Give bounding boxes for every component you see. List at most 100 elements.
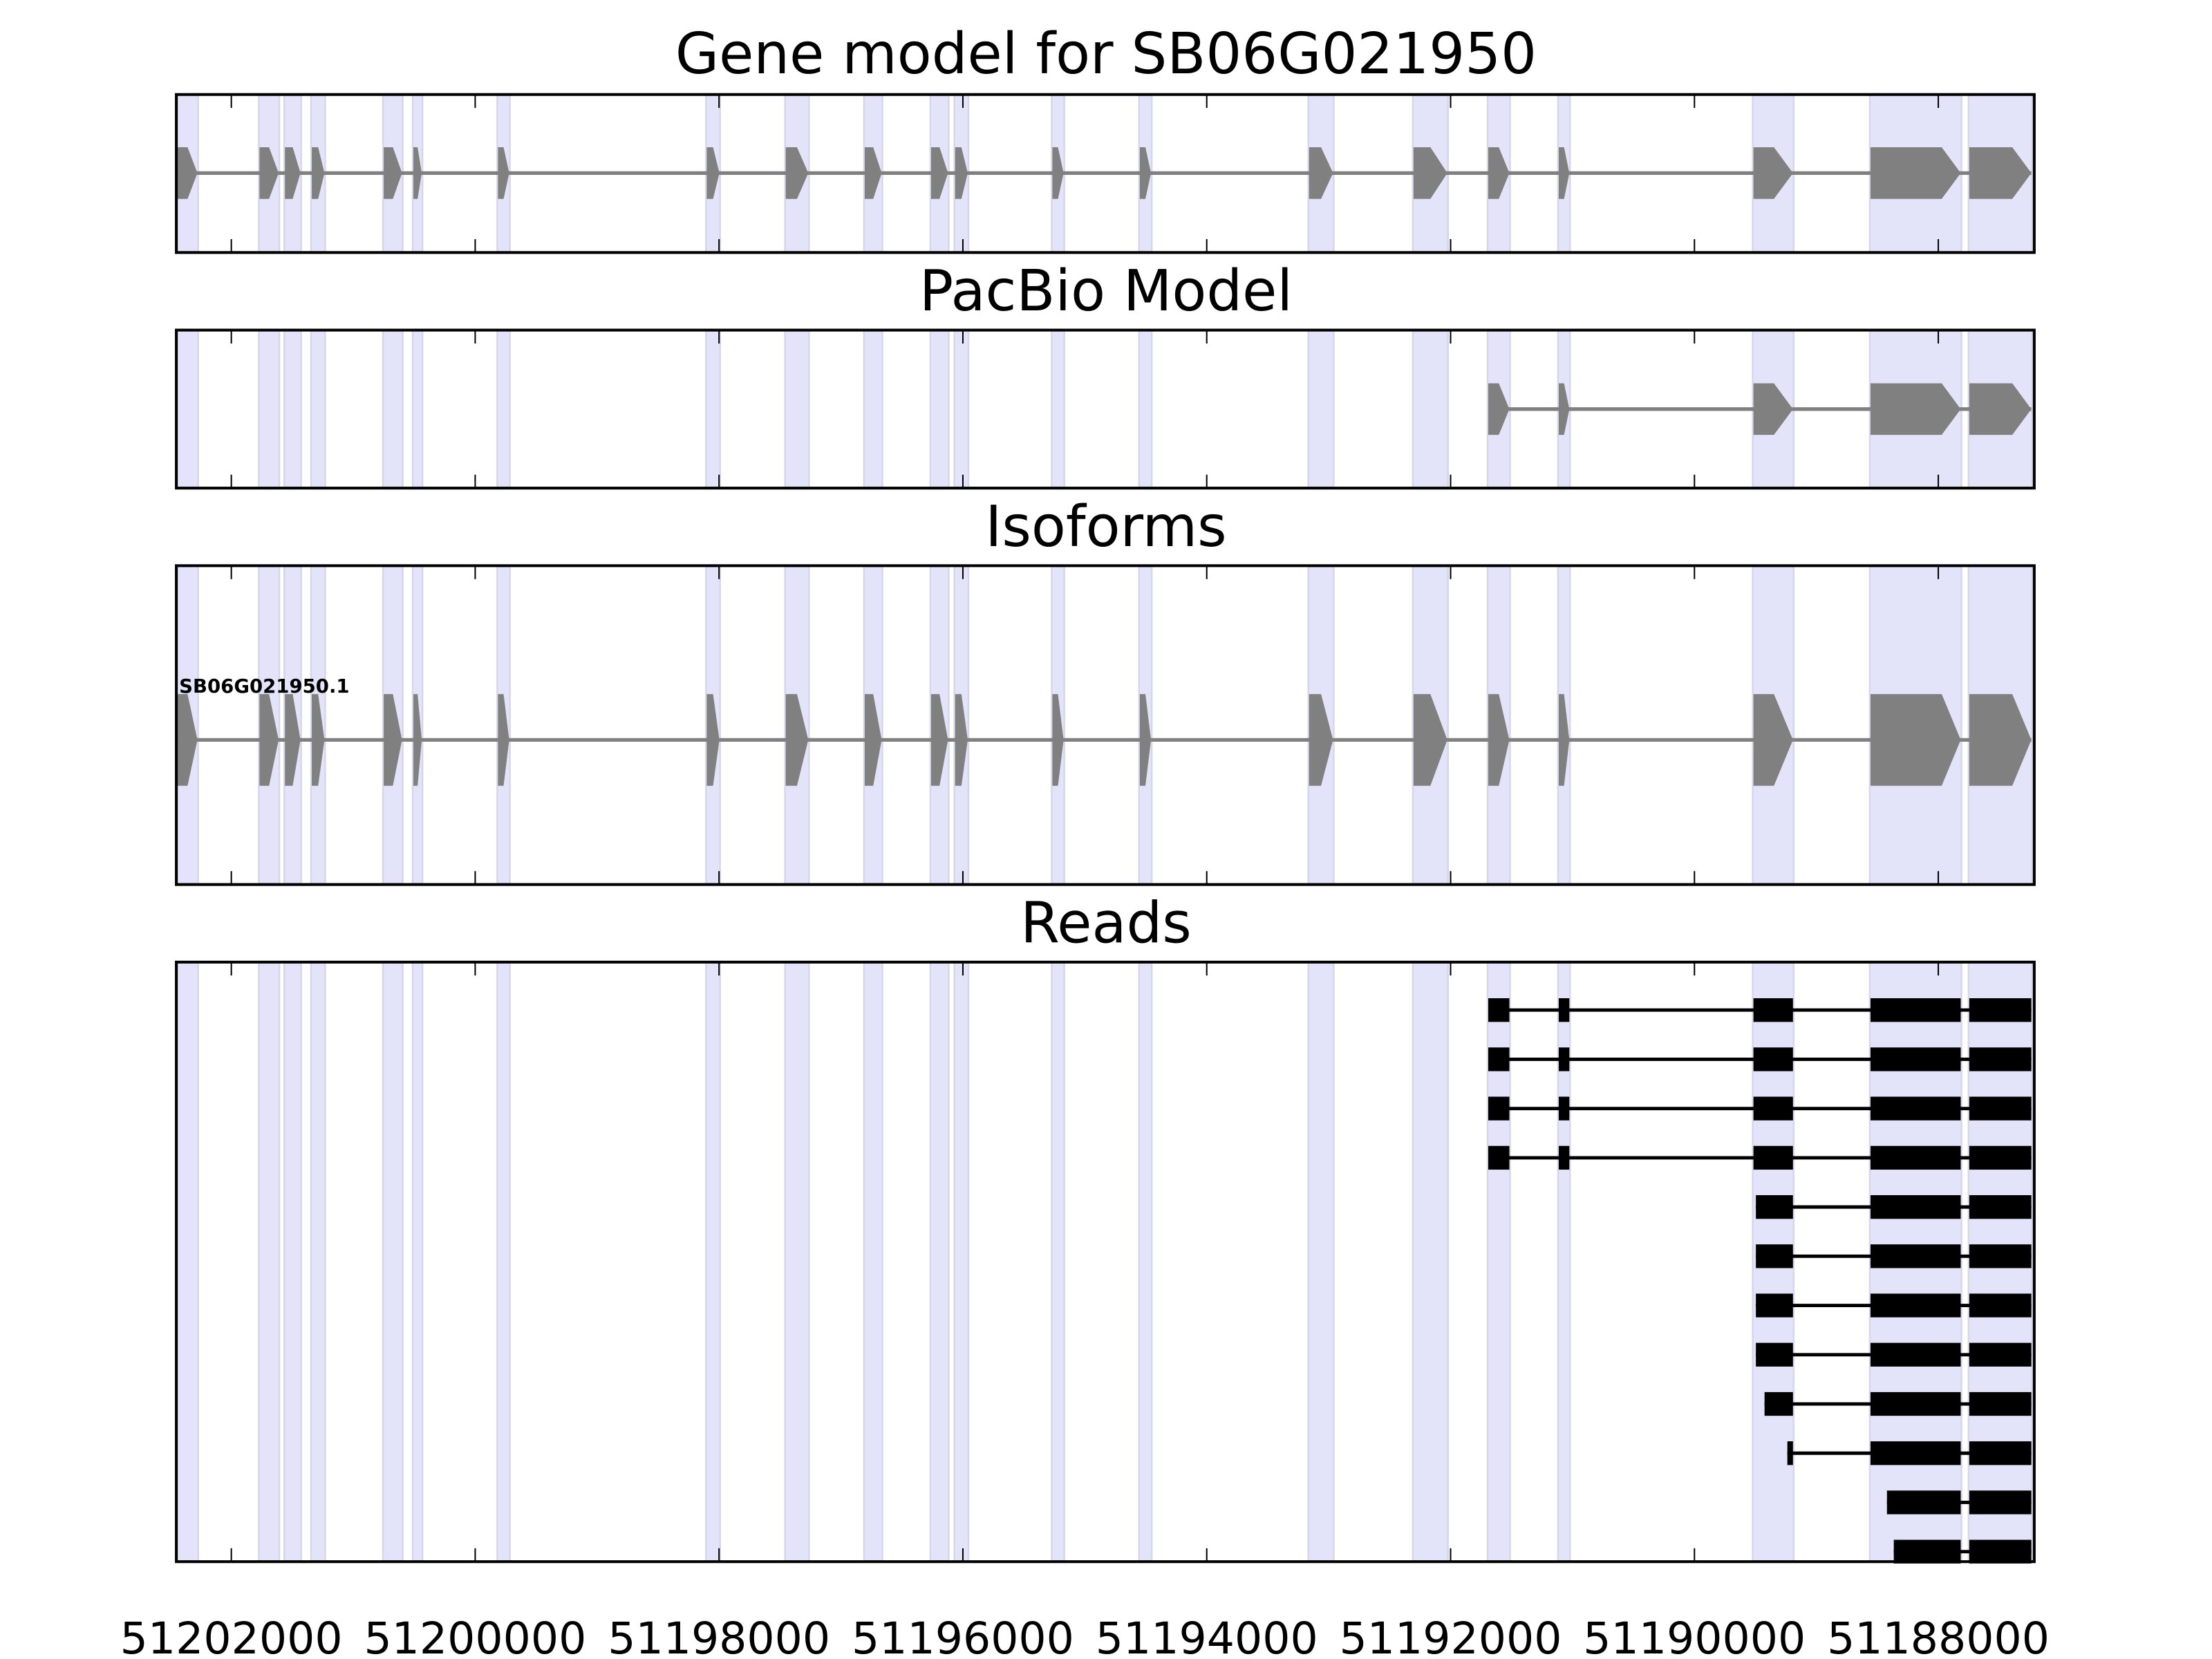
highlight-band	[1307, 329, 1335, 489]
highlight-band	[411, 329, 424, 489]
read-6	[1756, 1293, 2032, 1318]
read-block	[1870, 998, 1961, 1022]
highlight-band	[411, 961, 424, 1563]
exon	[785, 147, 809, 199]
read-block	[1488, 1047, 1510, 1071]
read-block	[1753, 1145, 1793, 1170]
read-2	[1488, 1096, 2032, 1121]
highlight-band	[863, 329, 883, 489]
read-block	[1969, 1539, 2032, 1564]
panel-title-reads: Reads	[1020, 890, 1192, 956]
exon	[384, 147, 402, 199]
read-block	[1870, 1441, 1961, 1465]
exon	[1052, 694, 1064, 786]
read-block	[1753, 998, 1793, 1022]
exon	[1753, 147, 1793, 199]
exon	[955, 694, 968, 786]
read-block	[1764, 1391, 1793, 1416]
exon	[1969, 147, 2032, 199]
read-5	[1756, 1244, 2032, 1268]
read-block	[1969, 1342, 2032, 1367]
read-block	[1969, 1490, 2032, 1515]
exon	[1309, 147, 1333, 199]
exon	[498, 147, 509, 199]
exon	[930, 147, 948, 199]
highlight-band	[953, 961, 970, 1563]
exon	[259, 694, 279, 786]
panel-1	[175, 328, 2036, 490]
isoform-label: SB06G021950.1	[179, 675, 349, 697]
read-block	[1558, 1047, 1570, 1071]
read-4	[1756, 1194, 2032, 1219]
x-tick-label: 51196000	[852, 1613, 1074, 1659]
read-block	[1870, 1293, 1961, 1318]
highlight-band	[784, 961, 810, 1563]
highlight-band	[863, 961, 883, 1563]
x-tick-label: 51194000	[1096, 1613, 1318, 1659]
read-block	[1558, 1096, 1570, 1121]
read-block	[1969, 998, 2032, 1022]
exon	[384, 694, 402, 786]
read-block	[1558, 1145, 1570, 1170]
exon	[1558, 694, 1570, 786]
read-block	[1969, 1194, 2032, 1219]
read-block	[1870, 1244, 1961, 1268]
highlight-band	[1412, 961, 1449, 1563]
exon	[1488, 383, 1510, 435]
exon	[1969, 383, 2032, 435]
x-tick-label: 51200000	[364, 1613, 586, 1659]
highlight-band	[382, 961, 404, 1563]
highlight-band	[176, 329, 199, 489]
x-tick-label: 51190000	[1583, 1613, 1806, 1659]
highlight-band	[1412, 329, 1449, 489]
x-tick-labels: 51202000 51200000 51198000 51196000 51194000…	[120, 1613, 2050, 1659]
x-tick-label: 51192000	[1340, 1613, 1562, 1659]
exon	[1488, 147, 1510, 199]
panel-3	[175, 960, 2036, 1564]
exon	[1139, 694, 1152, 786]
panel-title-gene-model: Gene model for SB06G021950	[675, 21, 1537, 87]
exon	[1870, 383, 1961, 435]
read-block	[1969, 1293, 2032, 1318]
read-block	[1969, 1145, 2032, 1170]
highlight-band	[1138, 961, 1153, 1563]
read-block	[1787, 1441, 1793, 1465]
highlight-band	[382, 329, 404, 489]
read-block	[1969, 1391, 2032, 1416]
panel-frame	[175, 960, 2036, 1564]
read-block	[1870, 1096, 1961, 1121]
highlight-band	[310, 961, 326, 1563]
exon	[1052, 147, 1064, 199]
read-block	[1969, 1441, 2032, 1465]
exon	[955, 147, 968, 199]
read-block	[1488, 998, 1510, 1022]
exon	[1309, 694, 1333, 786]
exon	[706, 694, 720, 786]
exon	[285, 694, 301, 786]
highlight-band	[496, 329, 511, 489]
highlight-band	[705, 961, 721, 1563]
exon	[785, 694, 809, 786]
read-block	[1753, 1096, 1793, 1121]
highlight-band	[929, 329, 950, 489]
read-block	[1969, 1096, 2032, 1121]
exon	[1558, 383, 1570, 435]
read-block	[1756, 1194, 1793, 1219]
exon	[312, 694, 325, 786]
exon	[930, 694, 948, 786]
read-block	[1870, 1342, 1961, 1367]
read-block	[1969, 1047, 2032, 1071]
exon	[413, 694, 422, 786]
highlight-band	[258, 329, 281, 489]
highlight-band	[283, 961, 302, 1563]
exon	[312, 147, 325, 199]
read-block	[1893, 1539, 1961, 1564]
highlight-band	[784, 329, 810, 489]
read-block	[1870, 1047, 1961, 1071]
exon	[1139, 147, 1152, 199]
highlight-band	[310, 329, 326, 489]
exon	[706, 147, 720, 199]
read-block	[1756, 1342, 1793, 1367]
exon	[864, 694, 882, 786]
